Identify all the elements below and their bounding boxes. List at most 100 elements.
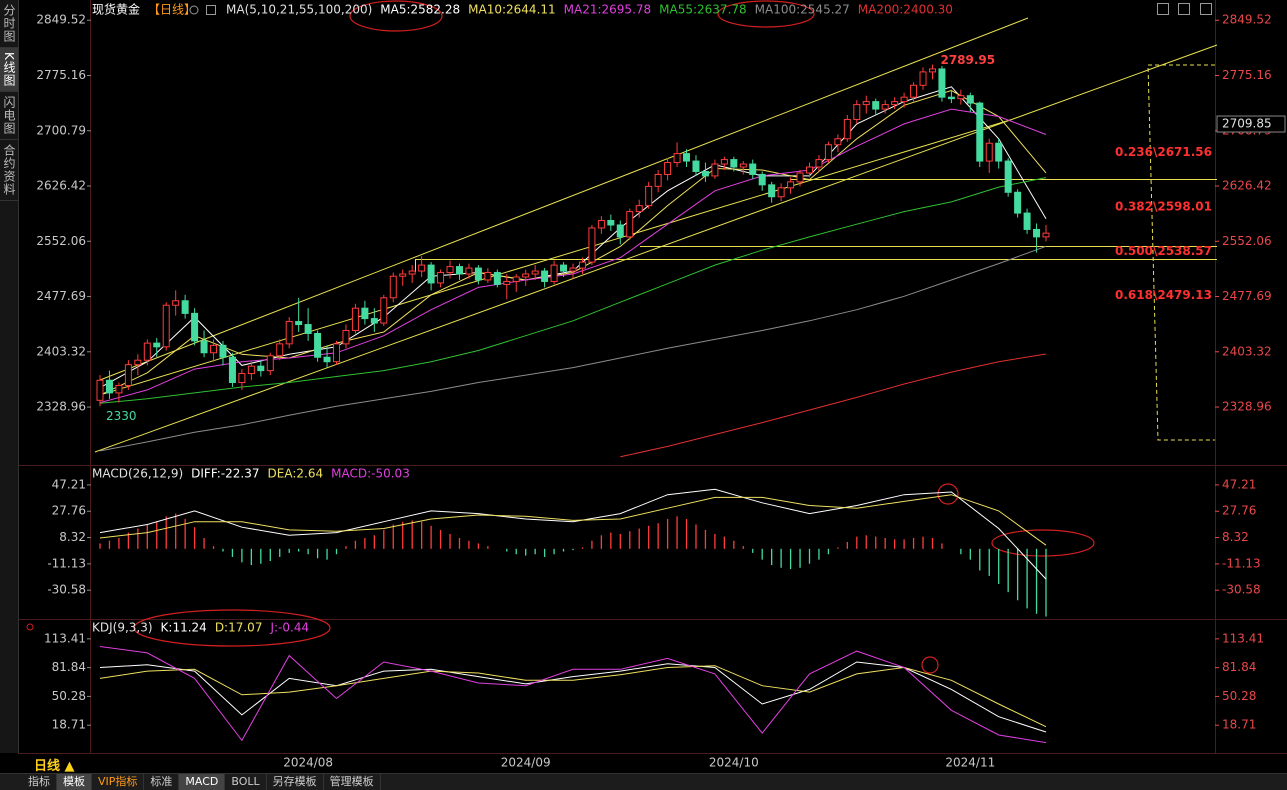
candle-body [569, 267, 577, 272]
candle-body [1042, 232, 1050, 238]
candle-body [162, 304, 170, 348]
candle-body [181, 300, 189, 314]
candle-body [683, 153, 691, 162]
indicator-line [620, 353, 1047, 458]
fib-label: 0.618\2479.13 [1115, 288, 1212, 302]
candle-body [597, 220, 605, 229]
candle-body [446, 266, 454, 274]
candle-body [115, 384, 123, 394]
drawings [94, 17, 1218, 453]
side-tab[interactable]: 闪电图 [0, 92, 18, 140]
icon-button[interactable] [189, 5, 199, 15]
candle-body [758, 173, 766, 186]
y-tick-label: 2775.16 [1222, 68, 1272, 82]
trend-line [94, 44, 1218, 453]
chart: 2849.522849.522775.162775.162700.792700.… [18, 0, 1287, 770]
candle-body [304, 324, 312, 334]
tab[interactable]: 另存模板 [267, 774, 324, 790]
y-tick-label: 2403.32 [36, 344, 86, 358]
legend-item: MACD(26,12,9) [92, 467, 183, 481]
candle-body [465, 267, 473, 275]
side-tab[interactable]: 分时图 [0, 0, 18, 48]
y-tick-label: 2328.96 [1222, 400, 1272, 414]
y-tick-label: 2849.52 [36, 13, 86, 27]
candle-body [228, 356, 236, 383]
y-tick-label: 2328.96 [36, 400, 86, 414]
highlights [133, 0, 1095, 674]
candle-body [124, 364, 132, 386]
legend-item: DIFF:-22.37 [191, 467, 259, 481]
icon-button[interactable] [1157, 3, 1169, 15]
candle-body [578, 261, 586, 269]
candle-body [134, 359, 142, 366]
panel-frame [18, 0, 1287, 754]
indicator-line [99, 177, 1047, 404]
candle-body [928, 68, 936, 73]
sidebar: 分时图 K线图 闪电图 合约资料 [0, 0, 19, 753]
trend-line [99, 119, 1011, 396]
icon-button[interactable] [26, 623, 34, 631]
indicator-line [99, 494, 1047, 546]
tab[interactable]: 指标 [22, 774, 57, 790]
candle-body [768, 184, 776, 198]
y-tick-label: 113.41 [44, 631, 86, 645]
y-tick-label: 50.28 [52, 689, 86, 703]
y-tick-label: -30.58 [1222, 583, 1261, 597]
candle-body [247, 365, 255, 375]
candle-body [257, 365, 265, 372]
legend-item: MA10:2644.11 [468, 3, 556, 17]
fib-label: 0.382\2598.01 [1115, 200, 1212, 214]
candle-body [891, 101, 899, 106]
candle-body [843, 118, 851, 140]
side-tab[interactable]: K线图 [0, 48, 18, 92]
candle-body [531, 270, 539, 275]
circle-mark [921, 656, 939, 674]
y-tick-label: 81.84 [1222, 660, 1256, 674]
y-tick-label: 2626.42 [1222, 179, 1272, 193]
y-tick-label: 2775.16 [36, 68, 86, 82]
icon-button[interactable] [206, 5, 216, 15]
candle-body [437, 272, 445, 284]
candle-body [1014, 191, 1022, 214]
candle-body [588, 227, 596, 263]
candle-body [787, 181, 795, 189]
candle-body [966, 95, 974, 104]
y-tick-label: 27.76 [52, 504, 86, 518]
candle-body [361, 307, 369, 320]
indicator-line [99, 646, 1047, 744]
side-tab[interactable]: 合约资料 [0, 140, 18, 201]
candle-body [919, 71, 927, 86]
candle-body [172, 300, 180, 306]
icon-button[interactable] [1178, 3, 1190, 15]
icon-button[interactable] [1200, 3, 1212, 15]
candle-body [143, 342, 151, 361]
legend-item: MA200:2400.30 [858, 3, 953, 17]
circle-mark [937, 483, 959, 505]
y-tick-label: 18.71 [52, 718, 86, 732]
candle-body [900, 96, 908, 103]
candle-body [210, 344, 218, 354]
y-tick-label: 2552.06 [1222, 234, 1272, 248]
candle-body [957, 95, 965, 100]
tab[interactable]: 标准 [144, 774, 180, 790]
candle-body [200, 340, 208, 354]
tab[interactable]: MACD [179, 774, 226, 790]
legend-item: DEA:2.64 [268, 467, 324, 481]
circle-mark [717, 0, 815, 28]
y-tick-label: 2552.06 [36, 234, 86, 248]
y-tick-label: 2700.79 [36, 123, 86, 137]
tab[interactable]: BOLL [225, 774, 267, 790]
candle-body [1004, 160, 1012, 193]
toolbar-icons [26, 3, 1212, 631]
candle-body [692, 160, 700, 172]
legend-item: MACD:-50.03 [331, 467, 410, 481]
tab[interactable]: 模板 [57, 774, 92, 790]
candle-body [910, 84, 918, 98]
legend-item: MA55:2637.78 [659, 3, 747, 17]
circle-mark [133, 609, 331, 647]
y-tick-label: 2477.69 [36, 289, 86, 303]
period-selector[interactable]: 日线 ▲ [34, 759, 75, 774]
tab[interactable]: VIP指标 [92, 774, 145, 790]
tab[interactable]: 管理模板 [324, 774, 381, 790]
y-tick-label: 8.32 [1222, 530, 1249, 544]
